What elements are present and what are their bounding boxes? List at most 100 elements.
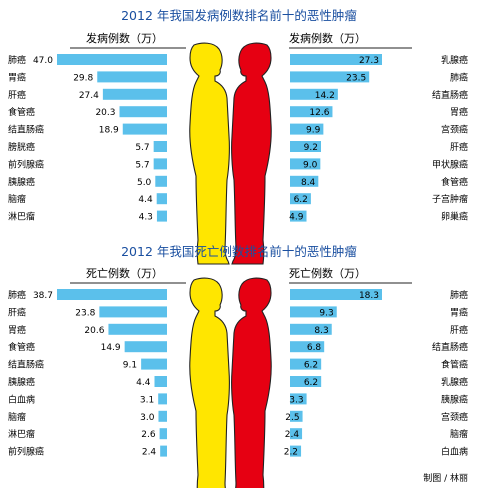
female-bar: [290, 428, 303, 440]
male-category-label: 肺癌: [8, 54, 26, 66]
female-bar: [290, 376, 322, 387]
male-category-label: 结直肠癌: [8, 124, 44, 136]
male-category-label: 胰腺癌: [8, 176, 35, 188]
male-figure: [189, 42, 230, 265]
male-bar: [158, 393, 167, 405]
female-category-label: 胃癌: [450, 306, 468, 318]
male-category-label: 前列腺癌: [8, 158, 44, 170]
male-value-label: 4.4: [136, 378, 151, 388]
male-bar: [119, 106, 167, 118]
male-value-label: 20.3: [95, 108, 115, 118]
female-bar: [290, 88, 338, 100]
female-category-label: 食管癌: [441, 359, 468, 371]
female-value-label: 9.9: [306, 126, 321, 136]
female-value-label: 8.3: [314, 326, 328, 336]
male-value-label: 5.7: [135, 143, 149, 153]
male-category-label: 脑瘤: [8, 411, 26, 423]
male-bar: [122, 123, 167, 135]
male-value-label: 4.4: [138, 195, 153, 205]
female-bar: [290, 158, 321, 170]
male-value-label: 3.0: [140, 413, 155, 423]
male-bar: [154, 376, 167, 387]
male-bar: [153, 141, 167, 152]
female-category-label: 白血病: [441, 446, 468, 458]
male-bar: [124, 341, 167, 353]
male-value-label: 18.9: [99, 126, 119, 136]
female-series: 27.3 乳腺癌 23.5 肺癌 14.2 结直肠癌 12.6 胃癌 9.9 宫颈癌 9.2 肝癌 9.…: [289, 54, 468, 223]
male-category-label: 胃癌: [8, 71, 26, 83]
male-bar: [141, 358, 167, 370]
male-bar: [156, 210, 167, 222]
male-value-label: 3.1: [140, 395, 154, 405]
female-value-label: 8.4: [301, 178, 316, 188]
female-category-label: 宫颈癌: [441, 411, 468, 423]
male-value-label: 2.6: [141, 430, 156, 440]
female-category-label: 乳腺癌: [441, 376, 468, 388]
male-category-label: 肝癌: [8, 306, 26, 318]
male-series: 肺癌 47.0 胃癌 29.8 肝癌 27.4 食管癌 20.3 结直肠癌 18.9 膀胱癌 5.7 前…: [8, 54, 167, 223]
male-bar: [155, 175, 167, 187]
female-bar: [290, 71, 370, 83]
chart-title: 2012 年我国发病例数排名前十的恶性肿瘤: [121, 8, 357, 23]
male-value-label: 27.4: [79, 91, 99, 101]
male-bar: [57, 289, 167, 300]
male-bar: [160, 445, 167, 457]
male-category-label: 胃癌: [8, 324, 26, 336]
male-category-label: 前列腺癌: [8, 446, 44, 458]
female-figure: [231, 42, 272, 265]
female-value-label: 27.3: [359, 56, 379, 66]
female-category-label: 子宫肿瘤: [432, 193, 468, 205]
female-category-label: 乳腺癌: [441, 54, 468, 66]
male-value-label: 20.6: [84, 326, 104, 336]
chart-title: 2012 年我国死亡例数排名前十的恶性肿瘤: [121, 244, 357, 259]
female-category-label: 胃癌: [450, 106, 468, 118]
male-value-label: 4.3: [139, 213, 153, 223]
female-bar: [290, 54, 382, 65]
female-category-label: 结直肠癌: [432, 341, 468, 353]
male-bar: [102, 88, 167, 100]
female-category-label: 肺癌: [450, 289, 468, 301]
female-bar: [290, 358, 322, 370]
male-category-label: 食管癌: [8, 106, 35, 118]
male-value-label: 5.7: [135, 160, 149, 170]
female-category-label: 结直肠癌: [432, 89, 468, 101]
male-category-label: 白血病: [8, 393, 35, 405]
female-bar: [290, 175, 319, 187]
female-value-label: 6.2: [304, 378, 318, 388]
male-category-label: 胰腺癌: [8, 376, 35, 388]
female-bar: [290, 341, 325, 353]
male-category-label: 淋巴瘤: [8, 428, 35, 440]
female-figure: [231, 277, 272, 488]
female-bar: [290, 289, 382, 300]
female-value-label: 14.2: [315, 91, 335, 101]
female-category-label: 甲状腺癌: [432, 158, 468, 170]
female-category-label: 肺癌: [450, 71, 468, 83]
female-value-label: 2.4: [285, 430, 300, 440]
male-unit-label: 死亡例数（万）: [86, 266, 163, 280]
male-unit-label: 发病例数（万）: [86, 31, 163, 45]
female-bar: [290, 210, 307, 222]
male-series: 肺癌 38.7 肝癌 23.8 胃癌 20.6 食管癌 14.9 结直肠癌 9.1 胰腺癌 4.4 白血…: [8, 289, 167, 458]
female-bar: [290, 393, 307, 405]
male-figure: [189, 277, 230, 488]
male-value-label: 2.4: [142, 448, 157, 458]
credit-label: 制图 / 林丽: [423, 472, 468, 484]
male-bar: [158, 410, 167, 422]
female-category-label: 肝癌: [450, 141, 468, 153]
female-value-label: 9.0: [303, 160, 318, 170]
male-bar: [156, 193, 167, 205]
male-value-label: 38.7: [33, 291, 53, 301]
male-value-label: 29.8: [73, 73, 93, 83]
female-category-label: 肝癌: [450, 324, 468, 336]
male-value-label: 14.9: [101, 343, 121, 353]
male-category-label: 结直肠癌: [8, 359, 44, 371]
male-bar: [57, 54, 167, 65]
female-value-label: 6.2: [294, 195, 308, 205]
female-value-label: 2.2: [284, 448, 298, 458]
female-bar: [290, 306, 337, 318]
female-value-label: 9.2: [304, 143, 318, 153]
female-unit-label: 死亡例数（万）: [289, 266, 366, 280]
male-value-label: 9.1: [123, 361, 137, 371]
female-value-label: 6.2: [304, 361, 318, 371]
